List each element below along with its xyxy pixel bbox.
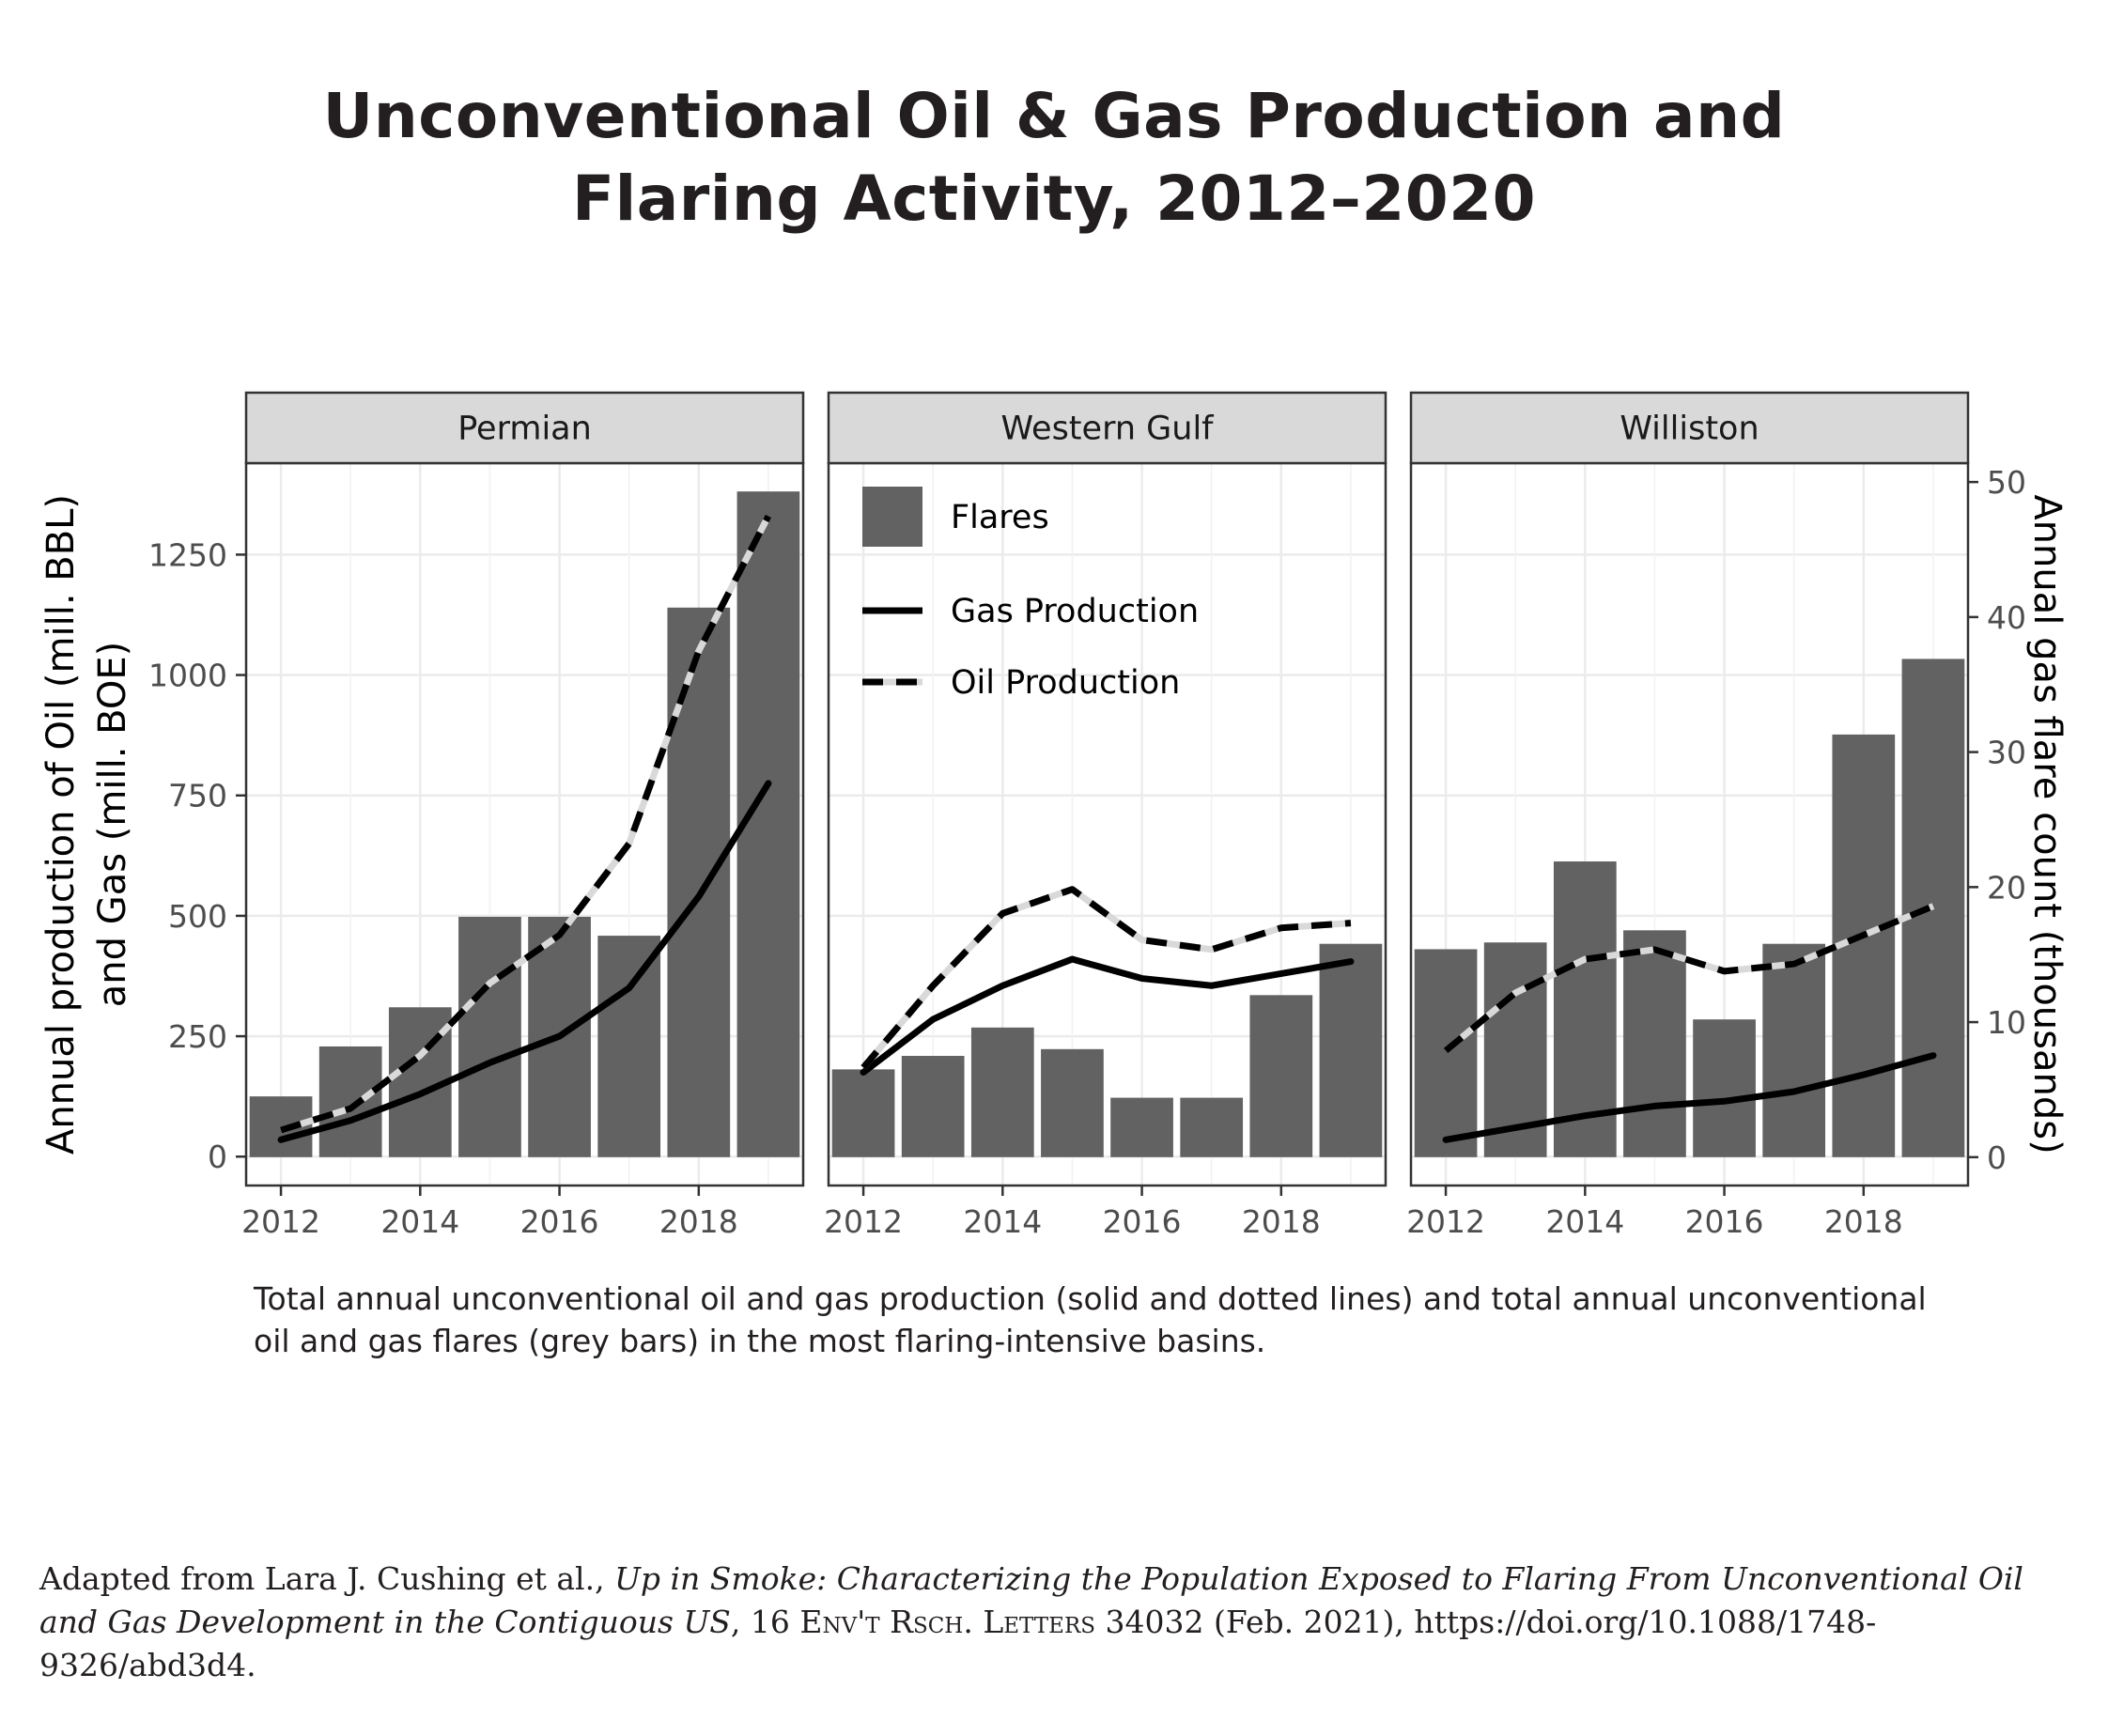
- source-journal: Env't Rsch. Letters: [799, 1604, 1096, 1640]
- legend-gas-label: Gas Production: [951, 593, 1199, 630]
- source-citation-b: 34032 (Feb. 2021), https://doi.org/10.10…: [39, 1604, 1877, 1683]
- y-left-axis-title-line-2: and Gas (mill. BOE): [91, 642, 134, 1007]
- gas-production-line-williston: [1442, 1052, 1937, 1143]
- source-citation: Adapted from Lara J. Cushing et al., Up …: [39, 1558, 2078, 1687]
- flare-bar-western-gulf-2016: [1110, 1097, 1173, 1157]
- x-tick-label-williston: 2012: [1406, 1203, 1485, 1240]
- x-tick-label-western-gulf: 2018: [1242, 1203, 1321, 1240]
- y-right-tick-label: 0: [1987, 1139, 2007, 1176]
- flare-bar-permian-2013: [318, 1046, 382, 1157]
- facet-label-williston: Williston: [1620, 411, 1759, 448]
- caption-line-1: Total annual unconventional oil and gas …: [254, 1280, 1927, 1317]
- flare-bar-williston-2014: [1553, 861, 1617, 1157]
- facet-strip-western-gulf: [827, 391, 1387, 465]
- y-left-tick-label: 750: [168, 778, 227, 814]
- flare-bar-western-gulf-2017: [1180, 1097, 1244, 1157]
- flare-bar-williston-2017: [1762, 943, 1826, 1157]
- flare-bar-williston-2015: [1623, 930, 1686, 1157]
- gas-production-line-permian: [277, 780, 772, 1143]
- x-tick-label-williston: 2016: [1685, 1203, 1764, 1240]
- oil-production-line-permian: [280, 514, 772, 1134]
- figure-caption: Total annual unconventional oil and gas …: [254, 1278, 1945, 1362]
- y-left-tick-label: 1250: [148, 536, 227, 573]
- flare-bar-permian-2019: [736, 491, 800, 1157]
- x-tick-label-permian: 2012: [241, 1203, 320, 1240]
- x-tick-label-permian: 2018: [659, 1203, 738, 1240]
- chart-title: Unconventional Oil & Gas Production and …: [0, 75, 2108, 240]
- flare-bar-western-gulf-2014: [970, 1027, 1034, 1157]
- chart-title-line-2: Flaring Activity, 2012–2020: [571, 163, 1537, 235]
- y-left-tick-label: 1000: [148, 658, 227, 694]
- y-left-tick-label: 250: [168, 1018, 227, 1055]
- x-tick-label-western-gulf: 2014: [963, 1203, 1042, 1240]
- y-right-axis-title: Annual gas flare count (thousands): [2025, 494, 2069, 1154]
- x-tick-label-western-gulf: 2012: [824, 1203, 903, 1240]
- flare-bar-williston-2016: [1693, 1019, 1756, 1157]
- y-right-tick-label: 20: [1987, 869, 2026, 906]
- y-left-tick-label: 500: [168, 898, 227, 935]
- flare-bar-permian-2017: [597, 936, 661, 1157]
- gas-production-line-western-gulf: [860, 955, 1355, 1077]
- y-right-tick-label: 30: [1987, 735, 2026, 771]
- legend-flares-swatch: [862, 487, 922, 547]
- x-tick-label-permian: 2016: [520, 1203, 599, 1240]
- flare-bar-western-gulf-2013: [901, 1056, 965, 1157]
- x-tick-label-western-gulf: 2016: [1103, 1203, 1182, 1240]
- flare-bar-western-gulf-2012: [831, 1069, 895, 1157]
- chart-title-line-1: Unconventional Oil & Gas Production and: [322, 80, 1786, 152]
- source-article-title: Up in Smoke: Characterizing the Populati…: [39, 1560, 2023, 1640]
- legend-oil-label: Oil Production: [951, 664, 1180, 702]
- flare-bar-permian-2015: [458, 916, 521, 1157]
- source-prefix: Adapted from Lara J. Cushing et al.,: [39, 1560, 615, 1597]
- flare-bar-williston-2012: [1414, 949, 1478, 1157]
- facet-label-western-gulf: Western Gulf: [1000, 411, 1214, 448]
- facet-strip-williston: [1409, 391, 1970, 465]
- x-tick-label-permian: 2014: [380, 1203, 459, 1240]
- y-right-tick-label: 10: [1987, 1004, 2026, 1041]
- x-tick-label-williston: 2014: [1545, 1203, 1624, 1240]
- facet-strip-permian: [244, 391, 805, 465]
- oil-production-line-western-gulf: [860, 886, 1352, 1070]
- x-tick-label-williston: 2018: [1824, 1203, 1903, 1240]
- y-left-tick-label: 0: [208, 1139, 227, 1175]
- y-left-axis-title-line-1: Annual production of Oil (mill. BBL): [39, 494, 83, 1155]
- y-right-tick-label: 40: [1987, 599, 2026, 636]
- facet-label-permian: Permian: [457, 411, 592, 448]
- y-right-tick-label: 50: [1987, 464, 2026, 501]
- legend-flares-label: Flares: [951, 499, 1049, 536]
- caption-line-2: oil and gas flares (grey bars) in the mo…: [254, 1323, 1266, 1359]
- source-citation-a: , 16: [730, 1604, 800, 1640]
- flare-bar-western-gulf-2019: [1319, 943, 1383, 1157]
- flare-bar-western-gulf-2018: [1249, 995, 1313, 1157]
- flare-bar-western-gulf-2015: [1041, 1048, 1104, 1157]
- flare-bar-permian-2018: [667, 607, 731, 1157]
- oil-production-line-williston: [1443, 903, 1935, 1054]
